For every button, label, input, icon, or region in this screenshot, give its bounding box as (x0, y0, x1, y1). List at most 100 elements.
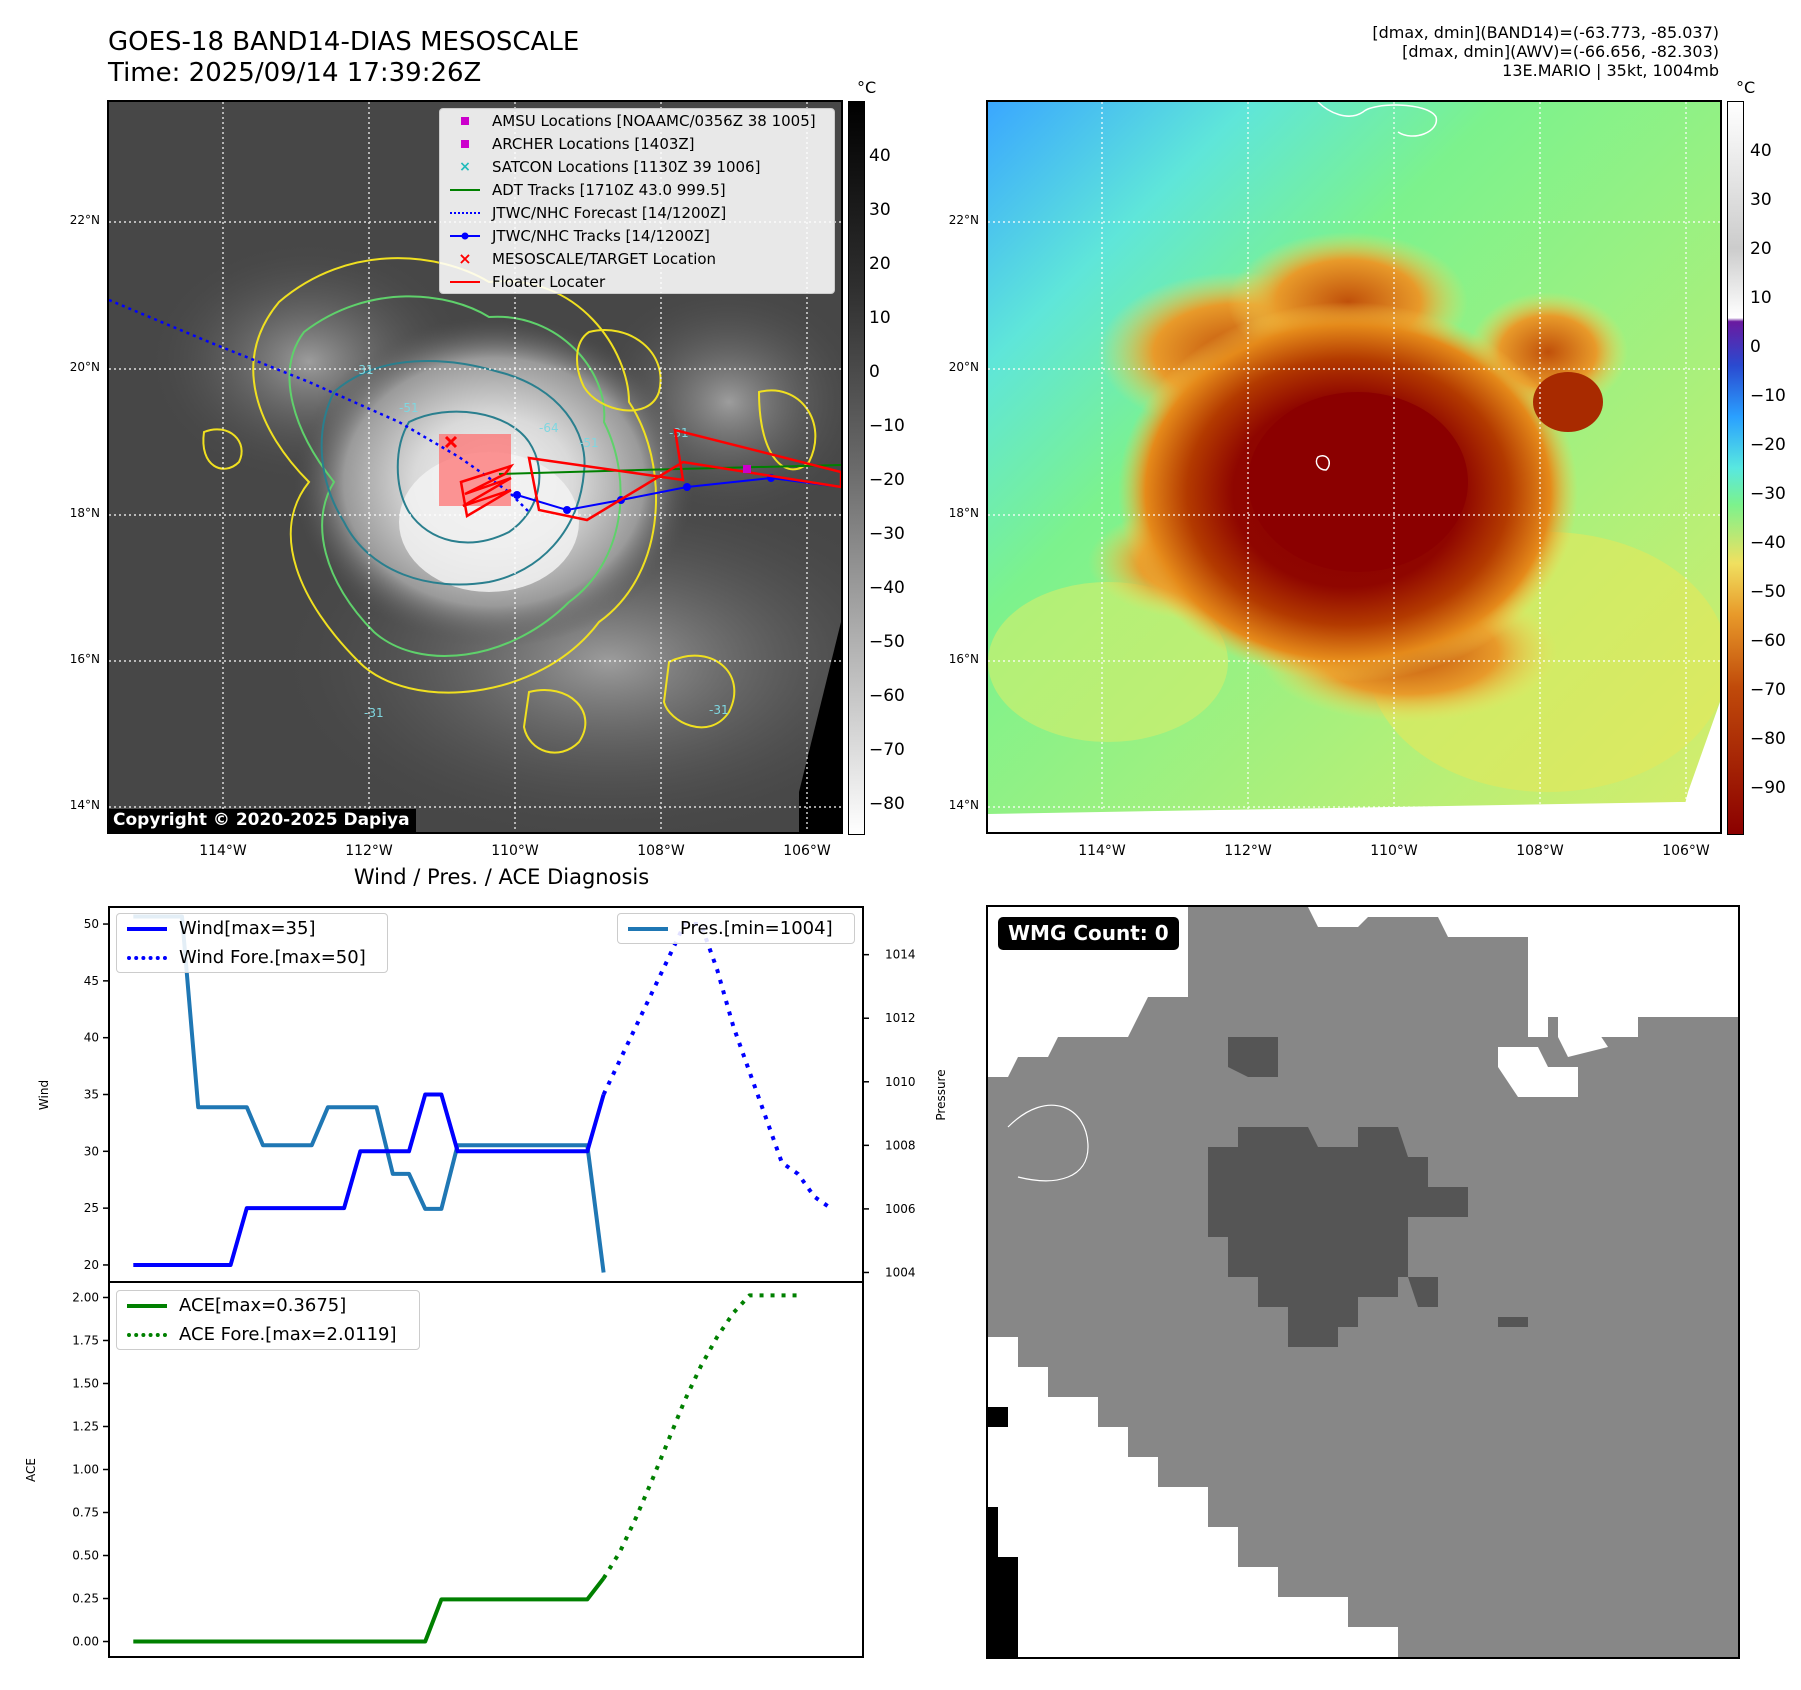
lon-label: 106°W (1662, 843, 1710, 859)
coastline (1317, 102, 1437, 137)
contour-label: -51 (579, 436, 599, 450)
enhanced-map-canvas (988, 102, 1720, 832)
floater-scribble (459, 463, 515, 518)
lat-label: 16°N (69, 652, 100, 666)
ace-forecast-line (601, 1293, 799, 1580)
enh-cbar-tick: −40 (1750, 533, 1786, 553)
ir-colorbar-unit: °C (857, 78, 877, 97)
lon-label: 106°W (783, 843, 831, 859)
wind-legend: Wind[max=35] Wind Fore.[max=50] (116, 913, 388, 973)
enh-cbar-tick: 10 (1750, 288, 1772, 308)
contour-label: -64 (539, 421, 559, 435)
pressure-axis-label: Pressure (934, 1069, 948, 1120)
lat-label: 14°N (69, 798, 100, 812)
y-tick-label: 1.25 (72, 1419, 99, 1433)
lat-label: 16°N (948, 652, 979, 666)
legend-item-wind-forecast: Wind Fore.[max=50] (117, 943, 387, 972)
y-tick-label: 2.00 (72, 1290, 99, 1304)
legend-item-mesoscale: × MESOSCALE/TARGET Location (458, 249, 717, 268)
y-tick-label: 0.00 (72, 1635, 99, 1649)
contour-label: -31 (354, 363, 374, 377)
lat-label: 18°N (69, 506, 100, 520)
lon-label: 112°W (1224, 843, 1272, 859)
ir-cbar-tick: −20 (869, 470, 905, 490)
lon-label: 110°W (491, 843, 539, 859)
y-tick-label-right: 1010 (885, 1075, 916, 1089)
wind-pressure-axes: 20 25 30 35 40 45 50 1004 1006 1008 1010 1012 1014 (84, 914, 916, 1279)
lat-label: 14°N (948, 798, 979, 812)
y-tick-label: 30 (84, 1144, 99, 1158)
map-legend: AMSU Locations [NOAAMC/0356Z 38 1005] AR… (439, 108, 835, 294)
lon-label: 110°W (1370, 843, 1418, 859)
ir-cbar-tick: 0 (869, 362, 880, 382)
ace-axes-frame (108, 1281, 864, 1658)
enhanced-colorbar (1727, 101, 1744, 835)
ace-series-line (133, 1577, 606, 1644)
title-sensor: GOES-18 BAND14-DIAS MESOSCALE (108, 27, 580, 57)
island-outline (1315, 455, 1330, 471)
legend-item-jtwc-forecast: JTWC/NHC Forecast [14/1200Z] (440, 201, 834, 224)
contour-label: -31 (709, 703, 729, 717)
enh-cbar-tick: −30 (1750, 484, 1786, 504)
y-tick-label: 20 (84, 1258, 99, 1272)
y-tick-label: 0.50 (72, 1549, 99, 1563)
wmg-canvas (988, 907, 1738, 1657)
enh-cbar-tick: −20 (1750, 435, 1786, 455)
lon-label: 114°W (1078, 843, 1126, 859)
ace-legend: ACE[max=0.3675] ACE Fore.[max=2.0119] (116, 1290, 420, 1350)
stats-awv: [dmax, dmin](AWV)=(-66.656, -82.303) (1402, 42, 1719, 61)
y-tick-label: 35 (84, 1088, 99, 1102)
lon-label: 108°W (1516, 843, 1564, 859)
lat-label: 20°N (948, 360, 979, 374)
ir-satellite-map: -31 -51 -31 -51 -64 -31 -31 AMSU Locatio… (107, 100, 843, 834)
y-tick-label: 40 (84, 1031, 99, 1045)
legend-item-amsu: AMSU Locations [NOAAMC/0356Z 38 1005] (440, 109, 834, 132)
pressure-series-line (133, 914, 606, 1273)
ir-cbar-tick: −10 (869, 416, 905, 436)
ir-cbar-tick: 30 (869, 200, 891, 220)
ir-colorbar (848, 101, 865, 835)
wind-forecast-line (601, 922, 832, 1210)
y-tick-label-right: 1014 (885, 948, 916, 962)
y-tick-label-right: 1012 (885, 1011, 916, 1025)
ir-cbar-tick: 40 (869, 146, 891, 166)
diagnosis-title: Wind / Pres. / ACE Diagnosis (353, 865, 650, 889)
y-tick-label: 25 (84, 1201, 99, 1215)
y-tick-label-right: 1004 (885, 1265, 916, 1279)
wmg-count-badge: WMG Count: 0 (998, 917, 1179, 950)
legend-item-adt: ADT Tracks [1710Z 43.0 999.5] (440, 178, 834, 201)
diagnosis-chart: 20 25 30 35 40 45 50 1004 1006 1008 1010 1012 1014 0… (24, 906, 948, 1658)
title-time: Time: 2025/09/14 17:39:26Z (108, 58, 482, 88)
storm-stats: [dmax, dmin](BAND14)=(-63.773, -85.037) … (1372, 23, 1719, 80)
wind-series-line (133, 1092, 606, 1267)
enh-cbar-tick: 40 (1750, 141, 1772, 161)
stats-band14: [dmax, dmin](BAND14)=(-63.773, -85.037) (1372, 23, 1719, 42)
ir-cbar-tick: 10 (869, 308, 891, 328)
lat-label: 22°N (69, 213, 100, 227)
wmg-panel: WMG Count: 0 (986, 905, 1740, 1659)
legend-item-archer: ARCHER Locations [1403Z] (440, 132, 834, 155)
ir-cbar-tick: 20 (869, 254, 891, 274)
legend-item-ace: ACE[max=0.3675] (117, 1291, 419, 1320)
adt-track (498, 464, 841, 475)
ace-axes: 0.00 0.25 0.50 0.75 1.00 1.25 1.50 1.75 2.00 (72, 1290, 799, 1649)
enh-cbar-tick: 0 (1750, 337, 1761, 357)
legend-item-jtwc-tracks: JTWC/NHC Tracks [14/1200Z] (440, 224, 834, 247)
contour-label: -31 (364, 706, 384, 720)
legend-item-floater: Floater Locater (440, 270, 834, 293)
ir-cbar-tick: −50 (869, 632, 905, 652)
y-tick-label: 45 (84, 974, 99, 988)
ir-cbar-tick: −60 (869, 686, 905, 706)
amsu-marker (743, 465, 751, 473)
enh-cbar-tick: −60 (1750, 631, 1786, 651)
y-tick-label-right: 1006 (885, 1202, 916, 1216)
ir-cbar-tick: −30 (869, 524, 905, 544)
lat-label: 22°N (948, 213, 979, 227)
figure-title: GOES-18 BAND14-DIAS MESOSCALE Time: 2025… (108, 27, 579, 89)
y-tick-label-right: 1008 (885, 1138, 916, 1152)
legend-item-satcon: × SATCON Locations [1130Z 39 1006] (459, 157, 761, 176)
copyright-label: Copyright © 2020-2025 Dapiya (109, 809, 416, 832)
floater-polygon (527, 428, 841, 522)
enh-cbar-tick: −80 (1750, 729, 1786, 749)
ir-cbar-tick: −80 (869, 794, 905, 814)
